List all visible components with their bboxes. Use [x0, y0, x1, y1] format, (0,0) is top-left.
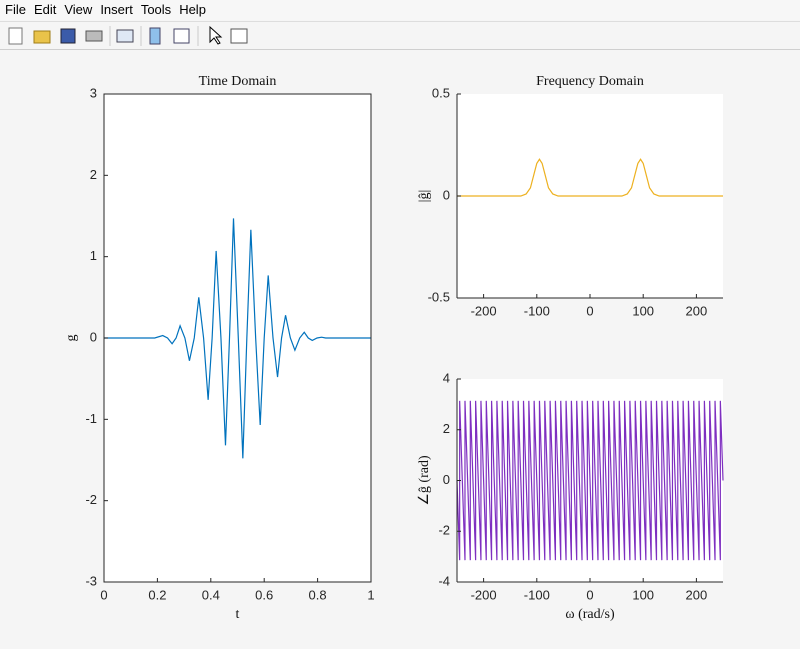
print-icon[interactable] — [85, 30, 103, 42]
toolbar — [0, 21, 800, 50]
y-tick-label: 0 — [443, 187, 450, 202]
property-icon[interactable] — [230, 28, 248, 44]
chart-title: Time Domain — [199, 74, 277, 89]
x-tick-label: -200 — [471, 303, 497, 318]
data-line — [104, 218, 371, 459]
x-tick-label: 0.6 — [255, 587, 273, 602]
y-tick-label: 4 — [443, 370, 450, 385]
y-tick-label: -2 — [85, 492, 97, 507]
y-tick-label: -2 — [438, 523, 450, 538]
x-tick-label: 0.4 — [202, 587, 220, 602]
legend-icon[interactable] — [173, 28, 190, 44]
y-tick-label: 1 — [90, 248, 97, 263]
x-tick-label: 1 — [367, 587, 374, 602]
y-tick-label: -1 — [85, 411, 97, 426]
y-tick-label: 0 — [443, 472, 450, 487]
x-tick-label: 100 — [632, 587, 654, 602]
new-icon[interactable] — [8, 27, 23, 45]
menu-item[interactable]: Edit — [33, 2, 57, 17]
x-tick-label: 0 — [586, 587, 593, 602]
open-icon[interactable] — [33, 30, 51, 44]
y-tick-label: -3 — [85, 573, 97, 588]
x-tick-label: 0 — [100, 587, 107, 602]
menu-item[interactable]: Help — [179, 2, 206, 17]
y-tick-label: 0.5 — [432, 85, 450, 100]
x-tick-label: 200 — [686, 587, 708, 602]
save-icon[interactable] — [60, 28, 76, 44]
x-tick-label: -200 — [471, 587, 497, 602]
y-tick-label: 3 — [90, 85, 97, 100]
y-axis-label: |ĝ| — [417, 190, 432, 203]
colorbar-icon[interactable] — [149, 27, 161, 45]
menu-item[interactable]: File — [5, 2, 26, 17]
link-icon[interactable] — [116, 29, 134, 43]
x-tick-label: -100 — [524, 303, 550, 318]
menu-bar: File Edit View Insert Tools Help — [0, 0, 800, 20]
x-tick-label: 200 — [686, 303, 708, 318]
menu-item[interactable]: Tools — [140, 2, 172, 17]
x-tick-label: 100 — [632, 303, 654, 318]
y-tick-label: 0 — [90, 329, 97, 344]
x-tick-label: 0 — [586, 303, 593, 318]
data-line — [456, 400, 724, 561]
x-axis-label: t — [236, 607, 240, 622]
x-tick-label: -100 — [524, 587, 550, 602]
y-tick-label: -0.5 — [428, 289, 450, 304]
x-tick-label: 0.8 — [309, 587, 327, 602]
y-tick-label: -4 — [438, 573, 450, 588]
menu-item[interactable]: View — [64, 2, 93, 17]
x-tick-label: 0.2 — [148, 587, 166, 602]
y-tick-label: 2 — [443, 421, 450, 436]
y-tick-label: 2 — [90, 167, 97, 182]
x-axis-label: ω (rad/s) — [565, 607, 615, 622]
toolbar-icons — [8, 25, 248, 46]
data-line — [457, 158, 723, 197]
chart-title: Frequency Domain — [536, 74, 644, 89]
y-axis-label: ∠ĝ (rad) — [417, 455, 432, 506]
pointer-icon[interactable] — [209, 25, 223, 45]
y-axis-label: g — [64, 335, 79, 342]
menu-item[interactable]: Insert — [100, 2, 133, 17]
